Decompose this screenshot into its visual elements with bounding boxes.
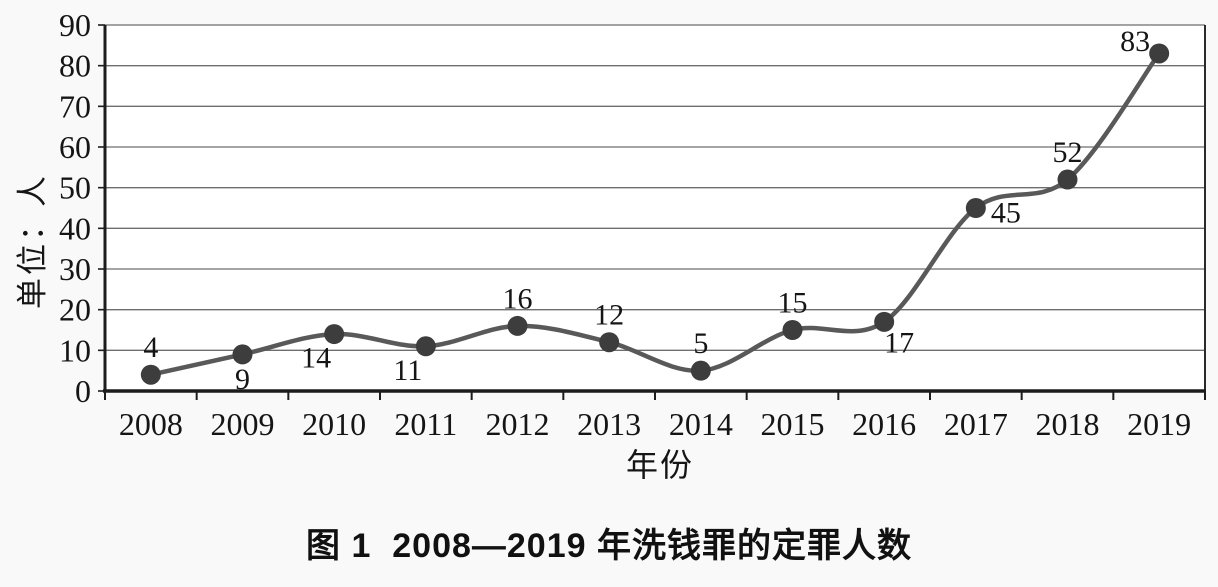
figure-caption: 图 1 2008—2019 年洗钱罪的定罪人数 bbox=[306, 527, 912, 565]
data-label: 45 bbox=[991, 197, 1021, 230]
plot-area bbox=[105, 25, 1205, 391]
x-axis-title: 年份 bbox=[625, 447, 694, 483]
data-point-2009 bbox=[232, 344, 253, 365]
x-tick-label: 2016 bbox=[852, 406, 916, 442]
y-tick-label: 20 bbox=[59, 292, 91, 328]
data-point-2008 bbox=[140, 364, 161, 385]
data-point-2017 bbox=[965, 198, 986, 218]
x-tick-label: 2017 bbox=[944, 406, 1008, 442]
data-point-2013 bbox=[599, 332, 620, 353]
data-label: 15 bbox=[778, 287, 808, 320]
y-tick-label: 90 bbox=[59, 7, 91, 43]
y-tick-label: 60 bbox=[59, 129, 91, 165]
data-label: 16 bbox=[503, 282, 533, 315]
x-tick-label: 2012 bbox=[486, 406, 550, 442]
y-tick-label: 70 bbox=[59, 88, 91, 124]
data-label: 14 bbox=[301, 342, 331, 375]
data-label: 17 bbox=[884, 326, 914, 359]
x-tick-label: 2018 bbox=[1036, 406, 1100, 442]
data-point-2010 bbox=[324, 324, 345, 345]
data-label: 4 bbox=[143, 331, 158, 364]
data-label: 11 bbox=[393, 354, 422, 387]
data-label: 52 bbox=[1053, 136, 1083, 169]
y-tick-label: 10 bbox=[59, 332, 91, 368]
data-point-2016 bbox=[874, 311, 895, 332]
y-tick-label: 40 bbox=[59, 210, 91, 246]
y-tick-label: 30 bbox=[59, 251, 91, 287]
x-tick-label: 2013 bbox=[577, 406, 641, 442]
data-label: 83 bbox=[1120, 25, 1150, 58]
y-tick-label: 0 bbox=[75, 373, 91, 409]
data-point-2012 bbox=[507, 315, 528, 336]
data-point-2011 bbox=[415, 336, 436, 357]
data-point-2018 bbox=[1057, 169, 1078, 190]
y-tick-label: 80 bbox=[59, 48, 91, 84]
y-axis-title: 单位：人 bbox=[15, 173, 50, 309]
data-label: 9 bbox=[235, 363, 250, 396]
x-tick-label: 2014 bbox=[669, 406, 733, 442]
data-point-2019 bbox=[1149, 43, 1170, 64]
x-tick-label: 2015 bbox=[761, 406, 825, 442]
x-tick-label: 2019 bbox=[1127, 406, 1191, 442]
x-tick-label: 2009 bbox=[211, 406, 275, 442]
data-point-2015 bbox=[782, 320, 803, 340]
data-label: 12 bbox=[594, 299, 624, 332]
x-tick-label: 2008 bbox=[119, 406, 183, 442]
data-point-2014 bbox=[690, 360, 711, 381]
y-tick-label: 50 bbox=[59, 170, 91, 206]
x-tick-label: 2011 bbox=[394, 406, 457, 442]
x-tick-label: 2010 bbox=[302, 406, 366, 442]
data-label: 5 bbox=[693, 327, 708, 360]
